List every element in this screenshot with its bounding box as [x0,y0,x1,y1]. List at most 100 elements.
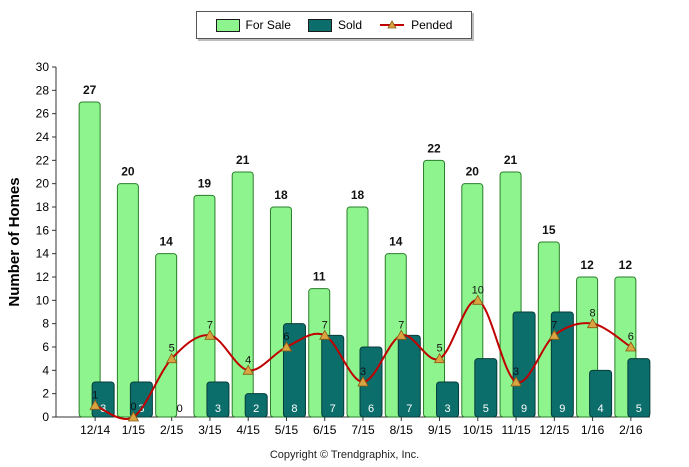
copyright-footer: Copyright © Trendgraphix, Inc. [269,449,420,461]
pended-line-swatch [380,20,405,29]
y-axis-title: Number of Homes [6,177,23,306]
sold-value-label: 7 [406,403,412,415]
x-tick-label: 11/15 [501,423,530,437]
for-sale-swatch [215,18,240,32]
for-sale-bar [116,183,139,418]
for-sale-value-label: 18 [351,188,365,202]
for-sale-bar [78,101,101,418]
y-tick-label: 6 [42,340,49,354]
pended-value-label: 1 [92,389,98,401]
for-sale-value-label: 11 [313,270,326,284]
pended-point [625,341,637,352]
x-tick-label: 6/15 [313,423,337,437]
for-sale-value-label: 18 [274,188,288,202]
pended-point [242,364,254,375]
y-tick-label: 28 [36,83,50,97]
for-sale-value-label: 14 [159,235,173,249]
pended-point [395,329,407,340]
x-tick-label: 12/14 [80,423,110,437]
sold-bar [129,381,153,418]
legend: For Sale Sold Pended [196,11,472,39]
x-tick-label: 8/15 [390,423,414,437]
sold-bar [474,358,498,418]
y-tick-label: 2 [42,387,49,401]
pended-point [319,329,331,340]
x-tick-label: 7/15 [351,423,375,437]
for-sale-value-label: 21 [236,153,250,167]
x-axis: 12/14 1/15 2/15 3/15 4/15 5/15 6/15 7/15 8/15 9/1… [56,416,650,437]
for-sale-value-label: 14 [389,235,403,249]
pended-line [94,299,632,420]
for-sale-value-label: 22 [427,141,441,155]
x-tick-label: 12/15 [539,423,569,437]
pended-value-label: 7 [207,319,213,331]
for-sale-value-label: 21 [504,153,518,167]
pended-value-label: 7 [398,319,404,331]
pended-point [472,294,484,305]
sold-bar [321,334,345,418]
x-tick-label: 4/15 [237,423,261,437]
sold-value-label: 3 [444,403,450,415]
pended-point [548,329,561,340]
sold-bar [512,311,536,418]
sold-swatch [307,18,332,32]
x-tick-label: 1/16 [581,423,605,437]
y-tick-label: 24 [36,130,50,144]
sold-value-label: 5 [636,403,642,415]
pended-value-label: 7 [322,319,328,331]
x-tick-label: 10/15 [463,423,493,437]
legend-label-pended: Pended [411,18,453,32]
legend-item-for-sale: For Sale [215,18,291,32]
legend-item-sold: Sold [307,18,362,32]
sold-value-label: 4 [598,403,604,415]
sold-value-label: 9 [559,403,565,415]
y-tick-label: 26 [36,107,50,121]
for-sale-bar [231,171,254,418]
pended-value-label: 5 [169,343,175,355]
legend-item-pended: Pended [379,18,452,32]
x-tick-label: 9/15 [428,423,452,437]
for-sale-bar [193,194,216,418]
y-tick-label: 30 [36,60,50,74]
y-tick-label: 8 [42,317,49,331]
for-sale-value-label: 12 [580,258,594,272]
sold-bar [397,334,421,418]
sold-bar [206,381,230,418]
sold-value-label: 3 [215,403,221,415]
for-sale-value-label: 20 [121,165,135,179]
sold-value-label: 0 [177,403,183,415]
x-tick-label: 3/15 [198,423,222,437]
pended-point [280,341,293,352]
for-sale-value-labels: 27 20 14 19 21 18 11 18 14 22 20 21 15 12 12 [83,83,632,284]
sold-value-label: 9 [521,403,527,415]
y-tick-label: 16 [36,223,50,237]
pended-point [586,317,599,329]
pended-point [89,399,101,410]
sold-value-label: 8 [291,403,297,415]
sold-bars [91,311,651,418]
pended-value-label: 6 [628,331,634,343]
y-tick-label: 14 [36,247,50,261]
pended-value-label: 10 [472,284,484,296]
sold-bar [589,369,613,418]
legend-label-for-sale: For Sale [245,18,291,32]
pended-value-label: 6 [283,331,289,343]
for-sale-bar [155,253,178,418]
y-tick-label: 10 [36,293,50,307]
for-sale-value-label: 20 [466,165,480,179]
sold-value-label: 6 [368,403,374,415]
y-tick-label: 12 [36,270,50,284]
y-tick-label: 18 [36,200,50,214]
for-sale-value-label: 12 [619,258,633,272]
for-sale-value-label: 15 [542,223,556,237]
pended-value-label: 7 [551,319,557,331]
sold-bar [627,358,651,418]
y-tick-label: 22 [36,153,50,167]
pended-value-label: 4 [245,354,251,366]
sold-value-label: 2 [253,403,259,415]
y-tick-label: 4 [42,363,49,377]
pended-point [204,329,216,340]
pended-point [127,411,140,422]
